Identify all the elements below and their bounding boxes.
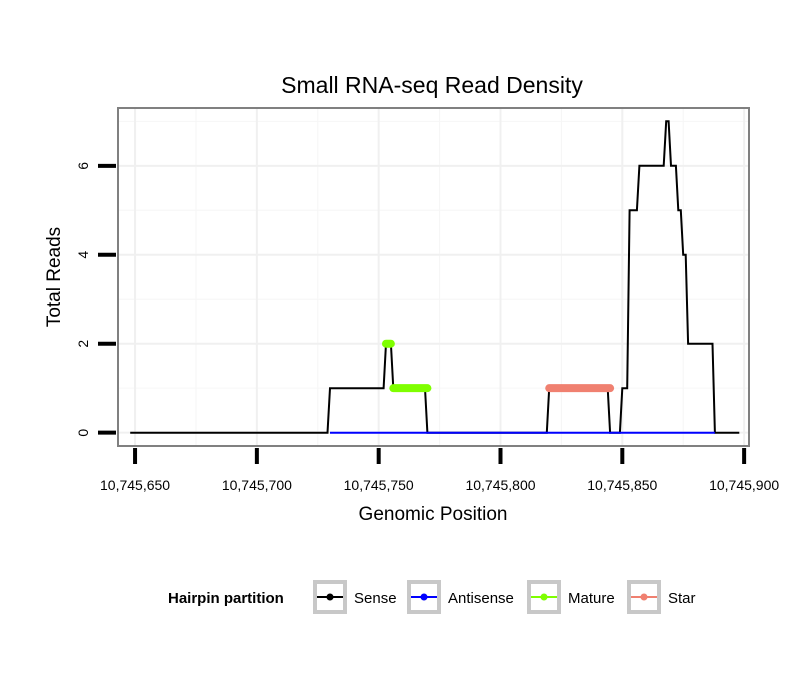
plot-panel-border — [117, 107, 750, 447]
y-tick-label: 0 — [75, 429, 91, 437]
legend-label-mature: Mature — [568, 590, 615, 607]
legend-label-antisense: Antisense — [448, 590, 514, 607]
series-layer — [130, 120, 740, 434]
grid — [118, 108, 749, 446]
y-tick-label: 2 — [75, 340, 91, 348]
x-tick-label: 10,745,850 — [587, 477, 657, 493]
y-axis-title: Total Reads — [44, 227, 65, 327]
x-tick-label: 10,745,800 — [465, 477, 535, 493]
legend: Hairpin partition Sense Antisense Mature St… — [168, 580, 696, 614]
x-tick-label: 10,745,750 — [344, 477, 414, 493]
chart-title: Small RNA-seq Read Density — [281, 72, 583, 98]
y-tick-label: 4 — [75, 251, 91, 259]
series-line-sense — [130, 120, 740, 434]
x-tick-label: 10,745,700 — [222, 477, 292, 493]
y-tick-label: 6 — [75, 162, 91, 170]
x-axis-title: Genomic Position — [359, 504, 508, 525]
legend-key-point — [326, 593, 334, 601]
legend-label-star: Star — [668, 590, 696, 607]
legend-key-point — [420, 593, 428, 601]
legend-label-sense: Sense — [354, 590, 397, 607]
y-axis: 0 2 4 6 — [75, 162, 116, 437]
legend-title: Hairpin partition — [168, 590, 284, 607]
x-axis: 10,745,650 10,745,700 10,745,750 10,745,800… — [100, 448, 779, 493]
legend-key-point — [640, 593, 648, 601]
legend-key-point — [540, 593, 548, 601]
x-tick-label: 10,745,900 — [709, 477, 779, 493]
x-tick-label: 10,745,650 — [100, 477, 170, 493]
